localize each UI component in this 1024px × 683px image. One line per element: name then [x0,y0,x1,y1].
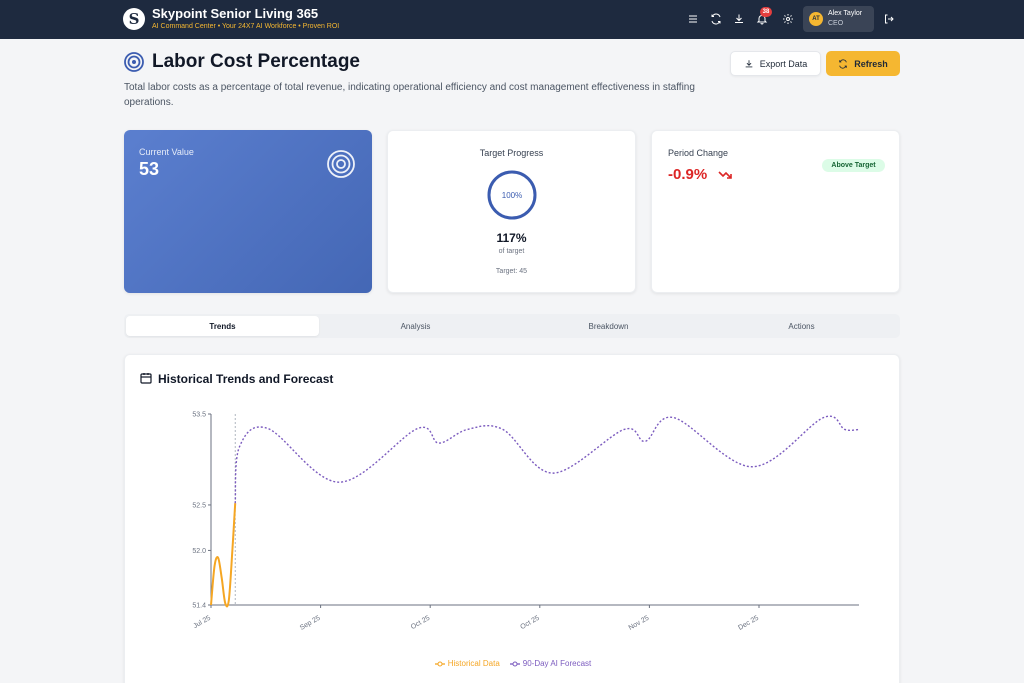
target-progress-label: Target Progress [479,148,544,158]
current-value-label: Current Value [139,147,194,157]
chart-legend: Historical Data 90-Day AI Forecast [125,659,901,668]
y-tick-label: 52.5 [192,502,206,509]
x-tick-label: Dec 25 [737,615,760,632]
chart-card: Historical Trends and Forecast 51.4 52.0 5… [124,354,900,683]
target-progress-ring [487,170,537,220]
export-data-label: Export Data [759,58,808,69]
user-name: Alex Taylor [828,10,863,17]
download-icon [745,59,753,67]
legend-marker-historical [434,661,445,666]
page-title: Labor Cost Percentage [152,51,360,72]
brand-logo[interactable]: S [123,8,145,30]
tab-analysis[interactable]: Analysis [400,321,431,331]
status-badge: Above Target [822,159,885,172]
legend-label-historical: Historical Data [447,659,500,668]
x-tick-label: Oct 25 [519,615,540,631]
x-tick-label: Nov 25 [628,615,651,632]
legend-item-forecast[interactable]: 90-Day AI Forecast [509,659,592,668]
tab-trends[interactable]: Trends [126,316,319,336]
user-menu[interactable]: AT Alex Taylor CEO [803,6,874,32]
brand-logo-letter: S [128,10,140,28]
top-navigation-bar: S Skypoint Senior Living 365 AI Command … [0,0,1024,39]
export-data-button[interactable]: Export Data [730,51,821,76]
current-value-card: Current Value 53 [124,130,372,293]
target-icon [327,150,355,178]
chart-title: Historical Trends and Forecast [158,372,334,386]
line-chart: 51.4 52.0 52.5 53.5 Jul 25 Sep 25 Oct 25 Oct 25… [192,412,860,632]
x-tick-label: Oct 25 [410,615,431,631]
page-description: Total labor costs as a percentage of tot… [124,82,695,108]
y-tick-label: 52.0 [192,548,206,555]
period-change-label: Period Change [668,148,729,158]
tab-bar: Trends Analysis Breakdown Actions [124,314,900,338]
sync-icon[interactable] [709,12,723,26]
target-progress-card: Target Progress 100% 117% of target Targ… [387,130,636,293]
gear-icon[interactable] [781,12,795,26]
download-icon[interactable] [732,12,746,26]
target-progress-ring-value: 100% [501,190,523,200]
logout-icon[interactable] [882,12,896,26]
y-tick-label: 51.4 [192,603,206,610]
calendar-icon [140,373,152,384]
tab-breakdown[interactable]: Breakdown [588,321,629,331]
menu-icon[interactable] [686,12,700,26]
historical-data-line [210,503,237,608]
legend-label-forecast: 90-Day AI Forecast [522,659,592,668]
tab-actions[interactable]: Actions [788,321,815,331]
of-target-label: of target [498,248,525,255]
x-tick-label: Sep 25 [299,615,322,632]
brand-name: Skypoint Senior Living 365 [152,6,319,21]
refresh-button[interactable]: Refresh [826,51,900,76]
legend-item-historical[interactable]: Historical Data [434,659,500,668]
avatar: AT [809,12,823,26]
period-change-value: -0.9% [668,166,708,183]
x-tick-label: Jul 25 [192,615,212,630]
period-change-card: Period Change -0.9% Above Target [651,130,900,293]
notification-count-badge: 38 [760,7,772,17]
refresh-icon [839,58,847,69]
target-value: Target: 45 [495,268,528,275]
brand-tagline: AI Command Center • Your 24X7 AI Workfor… [152,23,340,30]
target-icon [124,52,144,72]
target-percentage: 117% [496,231,527,245]
refresh-label: Refresh [854,58,888,69]
y-tick-label: 53.5 [192,412,206,419]
legend-marker-forecast [509,661,520,666]
forecast-line [234,415,860,504]
user-role: CEO [828,20,844,27]
current-value: 53 [139,159,160,179]
trending-down-icon [718,171,732,179]
